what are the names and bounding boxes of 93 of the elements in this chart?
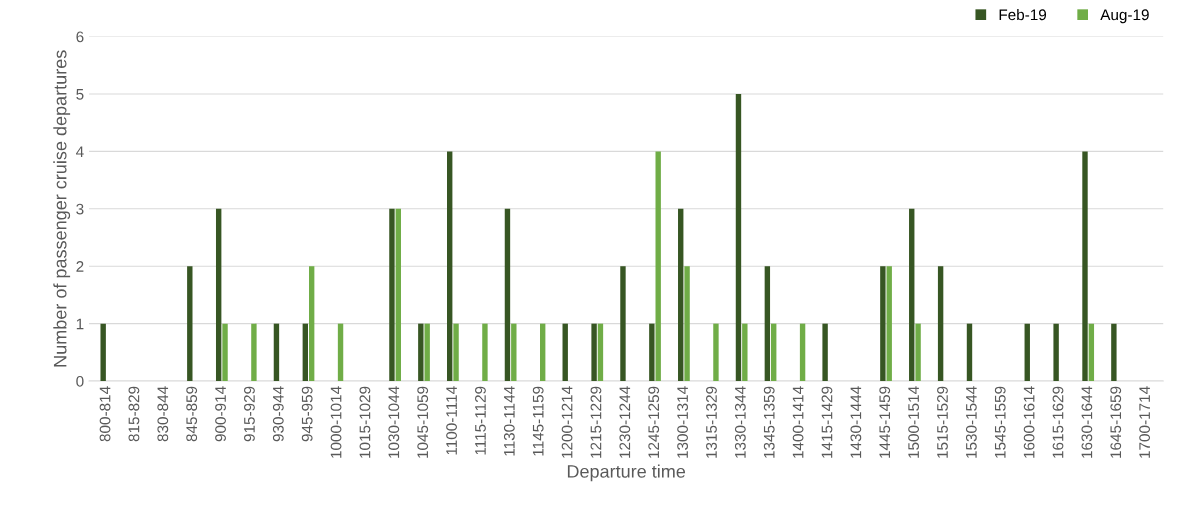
x-tick-label: 1515-1529 — [937, 386, 948, 458]
bar — [1082, 151, 1088, 382]
x-tick-label: 1200-1214 — [561, 386, 573, 458]
x-tick-label: 845-859 — [186, 386, 198, 442]
bar — [562, 323, 568, 382]
bar — [597, 323, 604, 382]
bar — [966, 323, 973, 382]
bar — [822, 323, 828, 382]
x-tick-label: 1330-1344 — [734, 386, 746, 458]
x-tick-label: 1545-1559 — [994, 386, 1006, 458]
x-tick-label: 1315-1329 — [706, 386, 717, 458]
x-tick-label: 1645-1659 — [1110, 386, 1122, 458]
bar — [655, 151, 661, 382]
x-tick-label: 1030-1044 — [388, 386, 400, 458]
y-tick-label: 0 — [76, 375, 84, 387]
x-tick-label: 1145-1159 — [532, 386, 544, 456]
bar — [389, 208, 395, 382]
legend-label: Aug-19 — [1100, 9, 1149, 24]
x-axis-title: Departure time — [567, 464, 686, 482]
bar — [880, 266, 886, 382]
bar — [684, 266, 690, 382]
x-tick-label: 1400-1414 — [792, 386, 804, 458]
y-tick-label: 6 — [76, 31, 84, 43]
bar — [504, 208, 511, 382]
bar — [511, 323, 517, 382]
x-tick-label: 915-929 — [244, 386, 255, 442]
bar — [735, 93, 742, 382]
bar — [302, 323, 309, 382]
bar — [1053, 323, 1059, 382]
bar — [742, 323, 748, 382]
y-tick-label: 3 — [76, 203, 84, 215]
bar — [764, 266, 771, 382]
bar — [1111, 323, 1117, 382]
bar — [591, 323, 597, 382]
bar — [539, 323, 546, 382]
bar — [937, 266, 944, 382]
bar — [886, 266, 892, 382]
x-tick-label: 1600-1614 — [1023, 386, 1035, 458]
bar — [337, 323, 344, 382]
x-tick-label: 945-959 — [301, 386, 313, 442]
x-tick-label: 1415-1429 — [821, 386, 833, 458]
x-tick-label: 1015-1029 — [359, 386, 371, 458]
bar — [447, 151, 453, 382]
bar — [915, 323, 921, 382]
x-tick-label: 1500-1514 — [908, 386, 920, 458]
x-tick-label: 1530-1544 — [965, 386, 977, 458]
x-tick-label: 1430-1444 — [850, 386, 862, 458]
bar — [395, 208, 401, 382]
bar — [713, 323, 719, 382]
bar — [308, 266, 315, 382]
bar — [100, 323, 106, 382]
bar — [678, 208, 684, 382]
y-axis-title: Number of passenger cruise departures — [53, 50, 71, 367]
x-tick-label: 800-814 — [99, 386, 111, 442]
x-tick-label: 1100-1114 — [446, 386, 457, 455]
bar — [909, 208, 915, 382]
x-tick-label: 1230-1244 — [619, 386, 631, 458]
bar — [482, 323, 488, 382]
x-tick-label: 1115-1129 — [475, 386, 486, 455]
x-tick-label: 930-944 — [272, 386, 284, 442]
bar — [418, 323, 424, 382]
bar — [251, 323, 257, 382]
legend-label: Feb-19 — [999, 8, 1047, 21]
bar — [273, 323, 280, 382]
x-tick-label: 815-829 — [128, 386, 140, 442]
x-tick-label: 900-914 — [215, 386, 226, 442]
x-tick-label: 1215-1229 — [590, 386, 602, 458]
bar — [222, 323, 228, 382]
y-tick-label: 5 — [76, 88, 84, 100]
y-tick-label: 1 — [76, 318, 84, 330]
x-tick-label: 1130-1144 — [503, 386, 515, 456]
x-tick-label: 1615-1629 — [1052, 386, 1064, 458]
x-tick-label: 1300-1314 — [677, 386, 688, 458]
x-tick-label: 830-844 — [157, 386, 169, 442]
y-tick-label: 4 — [76, 146, 84, 157]
bar — [1088, 323, 1095, 382]
bar — [1024, 323, 1030, 382]
bar — [187, 266, 193, 382]
bar — [424, 323, 430, 382]
x-tick-label: 1000-1014 — [330, 386, 342, 458]
bar — [771, 323, 777, 382]
y-tick-label: 2 — [76, 261, 84, 272]
bar — [215, 208, 222, 382]
x-tick-label: 1700-1714 — [1139, 386, 1151, 458]
x-tick-label: 1345-1359 — [763, 386, 775, 458]
bar — [453, 323, 459, 382]
bar — [620, 266, 626, 382]
bar — [799, 323, 806, 382]
x-tick-label: 1045-1059 — [417, 386, 429, 458]
x-tick-label: 1630-1644 — [1081, 386, 1093, 458]
bar — [649, 323, 655, 382]
x-tick-label: 1245-1259 — [648, 386, 660, 458]
x-tick-label: 1445-1459 — [879, 386, 891, 458]
